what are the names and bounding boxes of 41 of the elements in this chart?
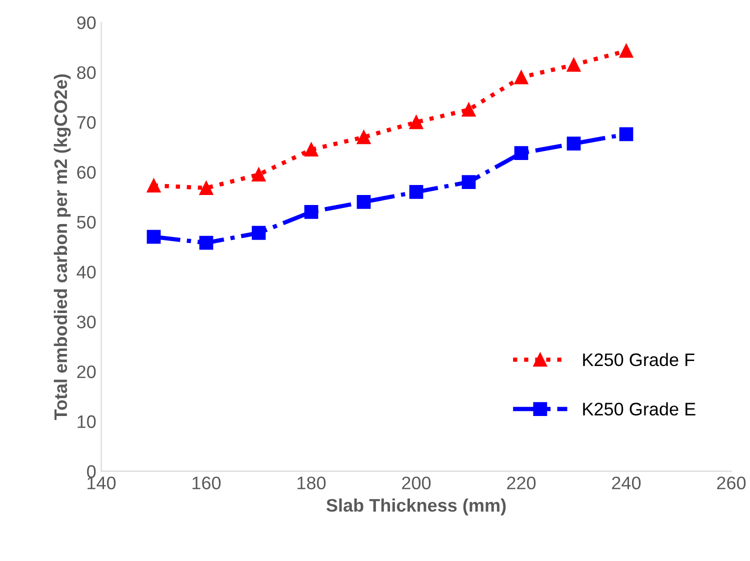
point [304, 204, 318, 219]
x-tick-label: 260 [717, 476, 746, 490]
y-tick-label: 40 [76, 266, 96, 278]
y-tick-label: 90 [77, 16, 96, 30]
x-tick-label: 180 [298, 476, 326, 490]
x-tick-label: 240 [612, 476, 641, 490]
x-tick-label: 200 [402, 476, 431, 490]
y-tick-label: 20 [77, 365, 96, 378]
y-tick-label: 0 [87, 465, 96, 478]
point [619, 127, 634, 142]
y-tick-label: 70 [77, 116, 96, 129]
y-tick-label: 50 [77, 216, 96, 229]
point [356, 195, 371, 209]
point [462, 175, 476, 189]
y-tick-label: 30 [76, 316, 96, 328]
point [146, 178, 161, 192]
point [252, 168, 266, 182]
legend-label: K250 Grade E [583, 402, 696, 416]
y-axis-title: Total embodied carbon per m2 (kgCO2e) [54, 74, 71, 420]
point [356, 130, 371, 144]
point [619, 44, 634, 58]
x-tick-label: 140 [88, 476, 116, 490]
x-tick-label: 220 [507, 476, 536, 490]
point [514, 146, 528, 160]
point [514, 70, 528, 84]
point [304, 142, 318, 157]
x-tick-label: 160 [192, 476, 221, 490]
point [566, 136, 581, 151]
point [252, 226, 266, 240]
point [199, 236, 214, 250]
y-tick-label: 80 [77, 66, 96, 80]
x-axis-title: Slab Thickness (mm) [326, 498, 506, 516]
point [409, 185, 424, 199]
point [566, 58, 581, 72]
point [462, 102, 476, 117]
y-tick-label: 60 [77, 166, 96, 179]
point [199, 181, 214, 195]
point [146, 230, 161, 244]
y-tick-label: 10 [78, 415, 96, 428]
legend-label: K250 Grade F [583, 352, 694, 366]
point [409, 115, 424, 130]
